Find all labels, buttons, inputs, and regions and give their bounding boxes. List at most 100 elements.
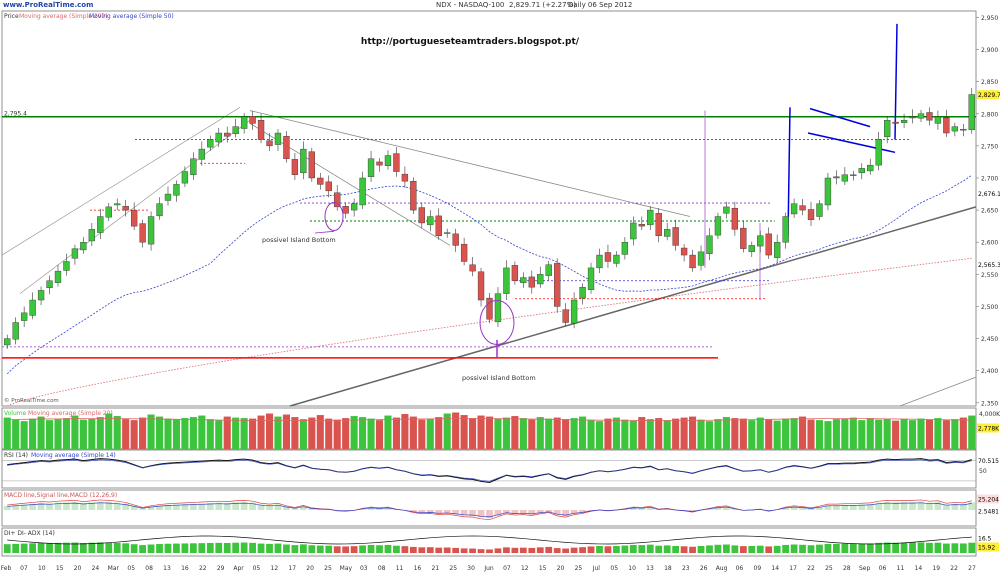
candle-body xyxy=(240,116,248,129)
candle-body xyxy=(926,112,933,121)
volume-bar xyxy=(866,418,874,449)
candle-body xyxy=(156,203,163,217)
dmi-bar xyxy=(20,543,28,553)
macd-hist-bar xyxy=(503,510,510,514)
macd-hist-bar xyxy=(545,510,553,513)
volume-bar xyxy=(155,416,164,449)
dmi-bar xyxy=(367,544,375,553)
candle-body xyxy=(63,261,70,271)
ma200-value-badge-bg xyxy=(977,260,999,270)
x-tick-label: 08 xyxy=(378,565,386,572)
volume-bar xyxy=(308,417,316,449)
candle-body xyxy=(384,155,392,166)
volume-bar xyxy=(3,417,11,449)
candle-body xyxy=(274,132,282,145)
macd-hist-bar xyxy=(12,505,20,510)
macd-hist-bar xyxy=(638,507,646,510)
dmi-bar xyxy=(917,542,925,553)
x-tick-label: 11 xyxy=(396,565,404,572)
x-tick-label: 09 xyxy=(754,565,762,572)
volume-bar xyxy=(105,413,113,449)
candle-body xyxy=(520,277,527,283)
x-tick-label: 29 xyxy=(217,565,225,572)
macd-hist-bar xyxy=(723,506,730,510)
volume-bar xyxy=(79,419,87,449)
dmi-bar xyxy=(503,547,510,553)
rsi-mid-label: 50 xyxy=(979,468,987,475)
volume-bar xyxy=(198,415,206,449)
volume-bar xyxy=(815,420,824,449)
volume-bar xyxy=(511,416,519,449)
macd-hist-bar xyxy=(206,503,214,510)
volume-bar xyxy=(553,417,561,449)
dmi-bar xyxy=(469,548,476,553)
macd-hist-bar xyxy=(29,503,36,510)
macd-value-badge: 25.204 xyxy=(978,497,999,504)
y-tick-label: 2,750 xyxy=(981,143,998,150)
dmi-bar xyxy=(29,543,36,553)
candle-body xyxy=(435,215,442,236)
dmi-bar xyxy=(401,546,409,553)
candle-body xyxy=(54,270,62,283)
candle-body xyxy=(697,251,705,266)
volume-bar xyxy=(672,418,680,449)
candle-body xyxy=(224,132,231,137)
x-tick-label: 25 xyxy=(575,565,583,572)
x-tick-label: 13 xyxy=(163,565,171,572)
macd-hist-bar xyxy=(249,502,256,510)
macd-hist-bar xyxy=(570,510,578,514)
dmi-bar xyxy=(629,544,637,553)
dmi-bar xyxy=(900,542,908,553)
dmi-bar xyxy=(139,545,146,553)
dmi-bar xyxy=(274,543,282,553)
volume-bar xyxy=(20,421,28,449)
volume-bar xyxy=(392,417,400,449)
macd-hist-bar xyxy=(156,505,163,510)
macd-hist-bar xyxy=(367,507,375,510)
volume-bar xyxy=(257,415,265,449)
candle-body xyxy=(757,235,764,247)
period-label: Daily 06 Sep 2012 xyxy=(568,1,633,9)
macd-hist-bar xyxy=(359,508,366,510)
dmi-bar xyxy=(739,546,747,553)
volume-bar xyxy=(367,418,375,449)
dmi-bar xyxy=(486,549,493,553)
macd-hist-bar xyxy=(536,510,544,514)
volume-bar xyxy=(849,417,857,449)
volume-bar xyxy=(54,419,62,449)
macd-hist-bar xyxy=(841,504,849,510)
y-tick-label: 2,800 xyxy=(981,111,998,118)
candle-body xyxy=(181,171,189,184)
dmi-bar xyxy=(731,545,739,553)
macd-hist-bar xyxy=(342,510,350,512)
candle-body xyxy=(29,299,36,316)
macd-hist-bar xyxy=(629,507,637,510)
dmi-bar xyxy=(646,544,654,553)
dmi-bar xyxy=(130,544,138,553)
candle-body xyxy=(266,140,273,147)
macd-hist-bar xyxy=(866,504,874,510)
x-tick-label: 11 xyxy=(897,565,905,572)
macd-hist-bar xyxy=(130,505,138,510)
candle-body xyxy=(875,139,882,166)
dmi-panel-title: DI+ DI- ADX (14) xyxy=(4,530,55,537)
volume-bar xyxy=(460,415,468,449)
x-tick-label: 27 xyxy=(968,565,976,572)
volume-bar xyxy=(477,415,485,449)
dmi-bar xyxy=(283,544,290,553)
macd-hist-bar xyxy=(37,503,45,510)
x-tick-label: 25 xyxy=(449,565,457,572)
candle-body xyxy=(4,338,11,346)
dmi-bar xyxy=(71,542,79,553)
volume-bar xyxy=(96,417,104,449)
candle-body xyxy=(46,280,53,289)
x-tick-label: 17 xyxy=(288,565,296,572)
macd-hist-bar xyxy=(79,503,87,510)
volume-bar xyxy=(528,419,536,449)
candle-body xyxy=(765,233,772,256)
x-tick-label: 17 xyxy=(789,565,797,572)
candle-body xyxy=(680,247,688,256)
dmi-bar xyxy=(875,542,883,553)
candle-body xyxy=(579,286,586,299)
